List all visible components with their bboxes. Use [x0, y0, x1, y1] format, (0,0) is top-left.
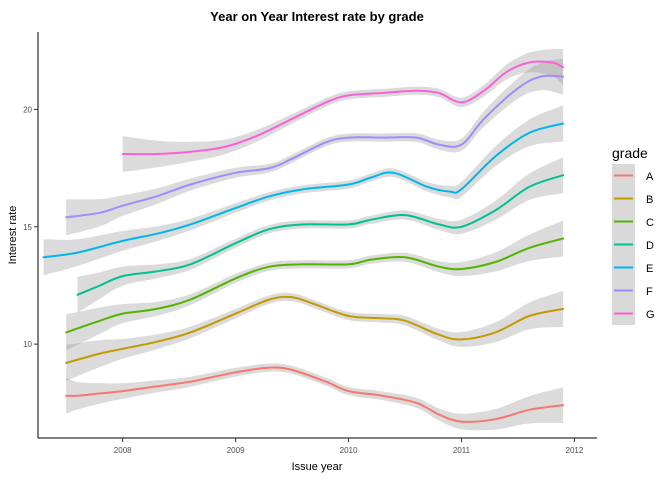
- y-axis-label: Interest rate: [7, 206, 19, 265]
- series-line-A: [65, 366, 565, 423]
- y-axis-ticks: 10 15 20: [23, 105, 38, 349]
- legend-label-G: G: [646, 309, 655, 321]
- series-lines: [42, 60, 565, 423]
- series-line-C: [65, 237, 565, 334]
- legend-label-D: D: [646, 240, 654, 252]
- legend-title: grade: [612, 145, 648, 161]
- legend-label-B: B: [646, 194, 653, 206]
- y-tick-label: 10: [23, 340, 32, 349]
- chart-title: Year on Year Interest rate by grade: [210, 9, 424, 24]
- legend-label-A: A: [646, 171, 654, 183]
- x-tick-label: 2009: [227, 446, 245, 455]
- y-tick-label: 15: [23, 223, 32, 232]
- x-tick-label: 2008: [114, 446, 132, 455]
- x-tick-label: 2012: [566, 446, 584, 455]
- legend-label-E: E: [646, 263, 653, 275]
- series-line-E: [42, 122, 565, 259]
- legend-label-F: F: [646, 286, 653, 298]
- series-line-D: [76, 174, 565, 296]
- y-tick-label: 20: [23, 105, 32, 114]
- confidence-band-G: [122, 48, 564, 173]
- x-tick-label: 2011: [453, 446, 471, 455]
- x-tick-label: 2010: [340, 446, 358, 455]
- confidence-band-B: [66, 290, 564, 381]
- legend-label-C: C: [646, 217, 654, 229]
- series-line-G: [121, 60, 565, 156]
- x-axis-ticks: 2008 2009 2010 2011 2012: [114, 438, 584, 455]
- confidence-band-E: [43, 105, 564, 276]
- series-line-B: [65, 295, 565, 364]
- x-axis-label: Issue year: [292, 461, 343, 473]
- series-line-F: [65, 74, 565, 219]
